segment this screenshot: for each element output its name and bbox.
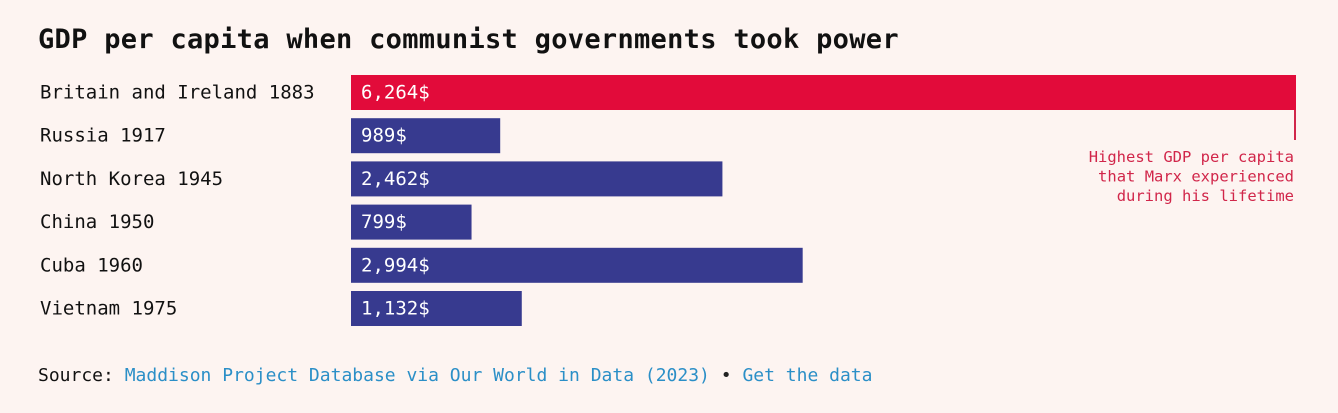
annotation-text: during his lifetime (1117, 187, 1294, 205)
bar-russia-1917 (351, 118, 501, 154)
get-data-link[interactable]: Get the data (742, 365, 873, 386)
bar-cuba-1960 (351, 247, 803, 283)
value-label: 799$ (361, 211, 407, 233)
value-label: 2,994$ (361, 254, 430, 276)
annotation-text: that Marx experienced (1098, 168, 1294, 186)
bar-britain-and-ireland-1883 (351, 75, 1296, 110)
bar-north-korea-1945 (351, 161, 723, 197)
bar-vietnam-1975 (351, 291, 522, 326)
source-separator: • (720, 365, 732, 386)
category-label: Cuba 1960 (40, 254, 143, 276)
category-label: China 1950 (40, 211, 154, 233)
value-label: 2,462$ (361, 168, 430, 190)
category-label: Vietnam 1975 (40, 298, 177, 320)
bar-chart: Britain and Ireland 1883 6,264$ Russia 191… (40, 75, 1296, 326)
category-label: Russia 1917 (40, 125, 166, 147)
chart-title: GDP per capita when communist government… (38, 24, 899, 55)
category-label: Britain and Ireland 1883 (40, 82, 315, 104)
source-link[interactable]: Maddison Project Database via Our World … (124, 365, 710, 386)
source-line: Source: Maddison Project Database via Ou… (38, 365, 872, 386)
value-label: 1,132$ (361, 298, 430, 320)
bar-china-1950 (351, 204, 472, 240)
value-label: 6,264$ (361, 82, 430, 104)
value-label: 989$ (361, 125, 407, 147)
annotation-text: Highest GDP per capita (1089, 148, 1294, 166)
source-label: Source: (38, 365, 114, 386)
category-label: North Korea 1945 (40, 168, 223, 190)
